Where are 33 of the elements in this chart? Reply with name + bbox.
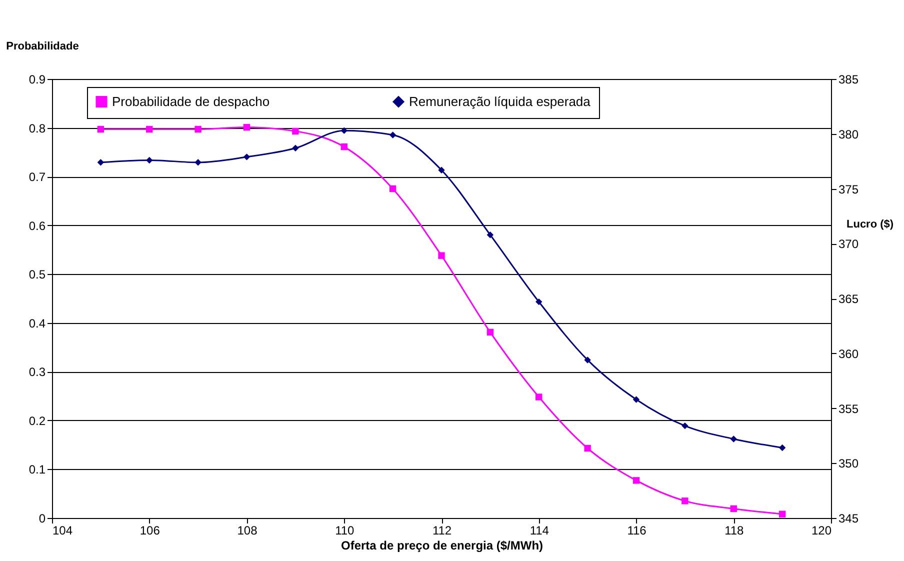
x-tick-label: 106 <box>140 524 160 538</box>
y2-axis-title: Lucro ($) <box>846 218 894 230</box>
y2-tick-label: 385 <box>838 72 859 86</box>
y2-tick-label: 350 <box>838 456 859 471</box>
y-tick-label: 0.7 <box>28 170 46 184</box>
y-tick-label: 0.2 <box>28 414 46 428</box>
y2-tick-label: 355 <box>838 402 859 416</box>
y-tick-label: 0 <box>38 512 46 526</box>
y2-tick-label: 370 <box>838 237 859 252</box>
y-tick-label: 0.9 <box>28 72 46 86</box>
x-axis-title: Oferta de preço de energia ($/MWh) <box>340 538 544 552</box>
x-tick-label: 110 <box>335 524 355 538</box>
x-tick-label: 112 <box>432 524 452 538</box>
y2-tick-label: 380 <box>838 127 859 142</box>
y-tick-label: 0.6 <box>28 218 46 233</box>
x-tick-label: 120 <box>811 524 832 538</box>
y-axis-title: Probabilidade <box>6 40 79 52</box>
x-tick-label: 114 <box>530 524 550 538</box>
y2-tick-label: 345 <box>838 512 859 526</box>
y-tick-label: 0.4 <box>28 316 46 330</box>
y2-tick-label: 365 <box>838 292 859 306</box>
y-tick-label: 0.3 <box>28 365 46 380</box>
y2-tick-label: 375 <box>838 182 859 196</box>
legend-label: Remuneração líquida esperada <box>409 94 592 109</box>
legend-label: Probabilidade de despacho <box>112 94 270 109</box>
x-tick-label: 116 <box>627 524 647 538</box>
y-tick-label: 0.5 <box>28 268 46 282</box>
x-tick-label: 108 <box>237 524 258 538</box>
x-tick-label: 118 <box>724 524 744 538</box>
y-tick-label: 0.1 <box>28 462 46 477</box>
y-tick-label: 0.8 <box>28 121 46 136</box>
x-tick-label: 104 <box>52 524 73 538</box>
y2-tick-label: 360 <box>838 346 859 361</box>
